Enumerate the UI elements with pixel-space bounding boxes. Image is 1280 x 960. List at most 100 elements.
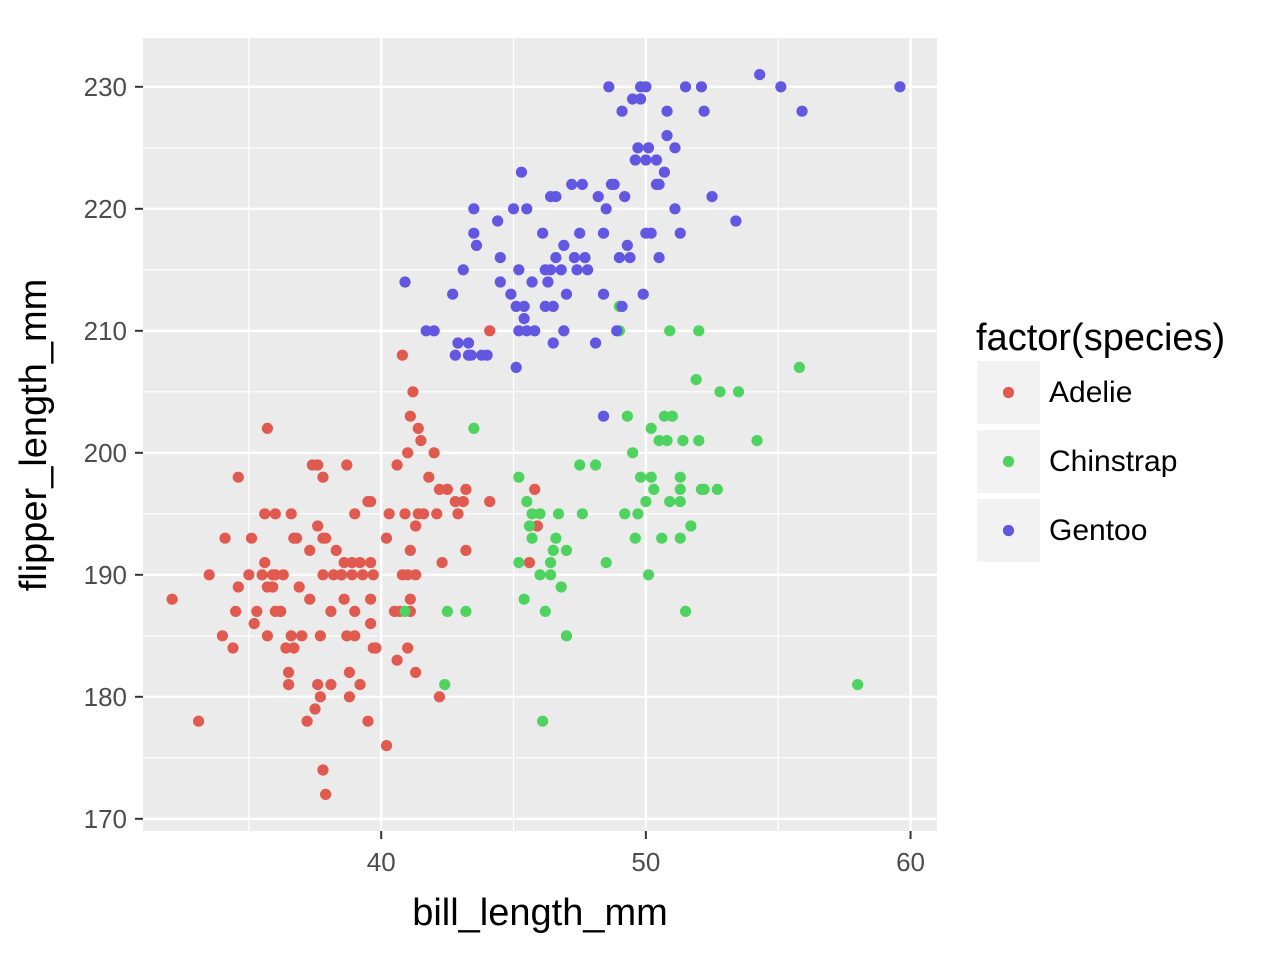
data-point [261,630,273,642]
data-point [693,435,705,447]
data-point [529,483,541,495]
data-point [428,447,440,459]
data-point [534,569,546,581]
data-point [695,81,708,93]
data-point [484,496,496,508]
data-point [608,178,620,190]
data-point [627,93,639,105]
data-point [399,605,411,618]
data-point [314,630,326,642]
data-point [640,496,652,508]
data-point [513,264,525,276]
data-point [415,435,427,447]
data-point [674,227,686,239]
data-point [518,300,530,312]
data-point [296,630,308,642]
y-tick-label: 230 [84,72,127,102]
data-point [544,569,557,581]
data-point [227,642,239,654]
data-point [653,435,665,447]
data-point [404,410,416,422]
legend-label-chinstrap: Chinstrap [1049,445,1177,478]
data-point [293,581,305,593]
data-point [452,508,464,520]
data-point [282,666,295,679]
y-tick-label: 210 [84,316,127,346]
data-point [542,276,554,288]
data-point [312,459,324,471]
data-point [730,215,742,227]
data-point [544,557,557,569]
data-point [547,337,559,349]
data-point [674,471,686,483]
data-point [507,203,520,215]
y-tick-label: 170 [84,804,127,834]
data-point [269,508,281,520]
data-point [632,508,644,520]
data-point [317,764,329,776]
data-point [634,93,647,105]
data-point [391,459,403,471]
data-point [216,630,228,642]
data-point [277,569,289,581]
data-point [544,264,557,276]
data-point [343,666,356,679]
data-point [404,593,416,605]
data-point [574,227,586,239]
data-point [537,227,549,239]
data-point [399,276,411,288]
data-point [568,252,581,264]
data-point [317,569,329,581]
data-point [346,557,358,569]
data-point [642,142,655,154]
data-point [677,435,689,447]
data-point [653,252,665,264]
data-point [550,532,562,544]
data-point [669,142,681,154]
data-point [402,642,414,654]
data-point [510,361,522,373]
data-point [349,630,361,642]
data-point [600,557,612,569]
legend-keys: Adelie Chinstrap Gentoo [977,361,1177,562]
data-point [494,276,506,288]
data-point [245,532,258,544]
data-point [312,520,324,532]
data-point [441,483,453,495]
data-point [362,715,374,727]
data-point [574,459,586,471]
data-point [523,520,536,532]
data-point [754,69,766,81]
data-point [166,593,178,605]
data-point [616,300,628,312]
data-point [706,191,718,203]
data-point [558,239,570,251]
data-point [261,422,273,434]
data-point [267,581,279,593]
data-point [627,447,639,459]
data-point [656,532,668,544]
data-point [320,788,332,801]
data-point [505,288,517,300]
data-point [560,630,573,642]
data-point [661,130,673,142]
data-point [642,569,655,581]
x-tick-label: 60 [896,847,925,877]
data-point [629,154,641,166]
legend-key-marker [1002,524,1015,537]
data-point [679,81,692,93]
y-axis-title: flipper_length_mm [13,279,55,592]
data-point [481,349,493,361]
data-point [589,459,602,471]
data-point [648,483,660,495]
data-point [650,154,663,166]
data-point [645,422,657,434]
data-point [433,691,446,703]
y-tick-label: 220 [84,194,127,224]
data-point [518,593,530,605]
data-point [518,313,530,325]
legend-label-adelie: Adelie [1049,376,1132,409]
data-point [547,300,559,312]
data-point [666,410,678,422]
data-point [410,666,422,679]
